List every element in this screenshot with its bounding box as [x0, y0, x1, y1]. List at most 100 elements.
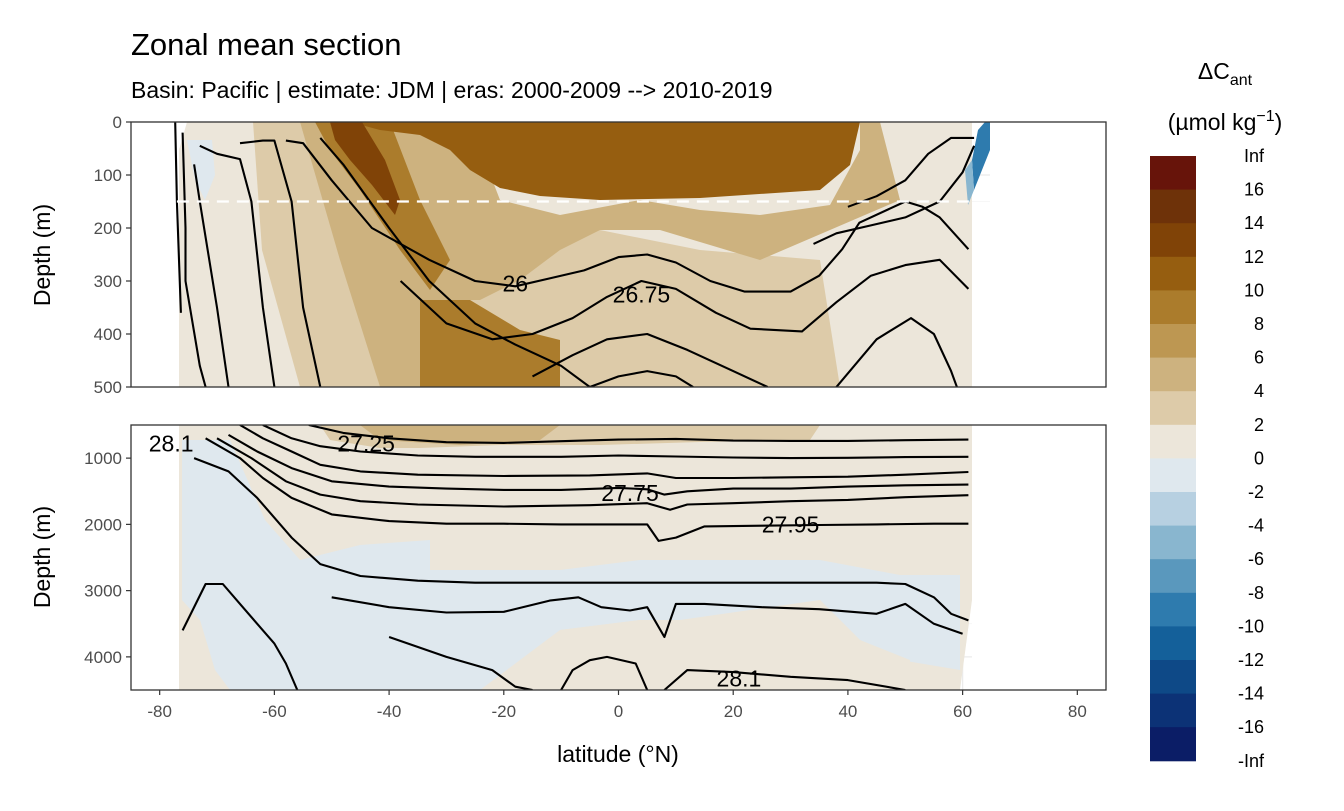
upper-no-data-north: [990, 122, 1106, 387]
legend-swatch: [1150, 324, 1196, 359]
legend-swatch: [1150, 290, 1196, 325]
x-tick-label: 60: [953, 702, 972, 721]
isopycnal-line: [199, 144, 276, 387]
isopycnal-label: 27.75: [601, 480, 659, 506]
y-tick-label: 100: [94, 166, 122, 185]
legend-label: 14: [1244, 213, 1264, 233]
chart-title: Zonal mean section: [131, 27, 402, 62]
lower-no-data-north: [972, 425, 1106, 690]
x-axis: -80 -60 -40 -20 0 20 40 60 80: [147, 690, 1087, 721]
legend-units-exponent: −1: [1256, 108, 1274, 125]
isopycnal-line: [589, 370, 694, 387]
x-tick-label: -80: [147, 702, 172, 721]
upper-panel: 26 26.75 0 100 200 300 400 500 Depth (m): [29, 113, 1107, 397]
x-axis-title: latitude (°N): [557, 741, 679, 767]
lower-fill-0to-2-deep: [182, 440, 960, 690]
legend-swatches: [1150, 156, 1196, 762]
lower-isopycnals: [181, 425, 969, 690]
isopycnal-label: 28.1: [149, 431, 194, 457]
upper-fill-neg-north-edge: [965, 160, 974, 205]
upper-fill-6to8-band: [300, 122, 900, 387]
isopycnal-label: 26: [502, 271, 528, 297]
legend-title: ΔCant: [1198, 58, 1253, 89]
legend-swatch: [1150, 156, 1196, 191]
upper-fill-neg-north: [972, 122, 990, 190]
isopycnal-line: [205, 437, 969, 542]
y-tick-label: 3000: [84, 582, 122, 601]
upper-no-data-north-lower: [972, 208, 990, 387]
legend-label: 16: [1244, 180, 1264, 200]
isopycnal-line: [388, 636, 533, 690]
upper-fill-12to14-surface: [350, 122, 860, 200]
isopycnal-line: [319, 137, 591, 387]
colorbar-legend: ΔCant (µmol kg−1) Inf 16 14 12 10 8 6 4 2 0 -2 -4 -6…: [1150, 58, 1282, 771]
isopycnal-line: [193, 164, 230, 387]
legend-swatch: [1150, 626, 1196, 661]
isopycnal-line: [262, 425, 969, 460]
legend-title-main: ΔC: [1198, 58, 1230, 84]
legend-swatch: [1150, 660, 1196, 695]
x-tick-label: -60: [262, 702, 287, 721]
legend-units-main: (µmol kg: [1168, 109, 1257, 135]
upper-panel-border: [130, 121, 1107, 388]
legend-title-subscript: ant: [1230, 72, 1253, 89]
isopycnal-label: 27.95: [762, 511, 820, 537]
legend-label: -12: [1238, 650, 1264, 670]
lower-panel: 27.25 28.1 27.75 27.95 28.1 1000 2000 3000 4000…: [29, 424, 1107, 692]
upper-fill-4to6-south: [253, 122, 380, 387]
isopycnal-label: 27.25: [337, 431, 395, 457]
isopycnal-line: [847, 136, 975, 208]
legend-label: 2: [1254, 415, 1264, 435]
isopycnal-line: [331, 596, 963, 639]
legend-swatch: [1150, 727, 1196, 762]
x-tick-label: 80: [1068, 702, 1087, 721]
upper-fill-10to12-south-core: [315, 122, 450, 290]
legend-label: 10: [1244, 280, 1264, 300]
upper-fill-0to-2-south: [187, 140, 215, 200]
legend-label: -2: [1248, 482, 1264, 502]
isopycnal-line: [308, 425, 969, 444]
isopycnal-line: [813, 145, 976, 245]
legend-units: (µmol kg−1): [1168, 108, 1283, 135]
legend-swatch: [1150, 357, 1196, 392]
lower-panel-field: [131, 425, 1106, 690]
upper-no-data-south: [131, 122, 179, 387]
legend-label: 6: [1254, 348, 1264, 368]
legend-labels: Inf 16 14 12 10 8 6 4 2 0 -2 -4 -6 -8 -10 -12 -14 -16 -Inf: [1238, 146, 1265, 771]
isopycnal-line: [216, 437, 969, 511]
isopycnal-line: [663, 669, 906, 690]
upper-contour-labels: 26 26.75: [502, 271, 670, 308]
upper-panel-field: [131, 122, 1106, 387]
legend-label: 0: [1254, 448, 1264, 468]
legend-label: 4: [1254, 381, 1264, 401]
lower-fill-2to4-deep-b: [680, 600, 910, 690]
isopycnal-line: [227, 433, 969, 496]
y-tick-label: 400: [94, 325, 122, 344]
legend-swatch: [1150, 592, 1196, 627]
x-tick-label: 0: [614, 702, 623, 721]
legend-label: -10: [1238, 616, 1264, 636]
legend-swatch: [1150, 492, 1196, 527]
y-tick-label: 2000: [84, 515, 122, 534]
x-tick-label: 20: [724, 702, 743, 721]
isopycnal-line: [835, 317, 958, 387]
upper-y-axis: 0 100 200 300 400 500: [94, 113, 131, 397]
lower-y-axis-title: Depth (m): [29, 506, 55, 608]
legend-label: 8: [1254, 314, 1264, 334]
y-tick-label: 4000: [84, 648, 122, 667]
legend-label: -4: [1248, 516, 1264, 536]
legend-swatch: [1150, 424, 1196, 459]
y-tick-label: 200: [94, 219, 122, 238]
legend-swatch: [1150, 559, 1196, 594]
legend-swatch: [1150, 391, 1196, 426]
isopycnal-line: [532, 332, 769, 387]
lower-contour-labels: 27.25 28.1 27.75 27.95 28.1: [149, 431, 820, 692]
upper-fill-14to16-core: [330, 122, 400, 215]
isopycnal-line: [560, 655, 649, 690]
isopycnal-line: [285, 139, 970, 293]
lower-fill-2to4-deep-a: [560, 620, 650, 690]
legend-swatch: [1150, 256, 1196, 291]
isopycnal-line: [181, 132, 207, 387]
